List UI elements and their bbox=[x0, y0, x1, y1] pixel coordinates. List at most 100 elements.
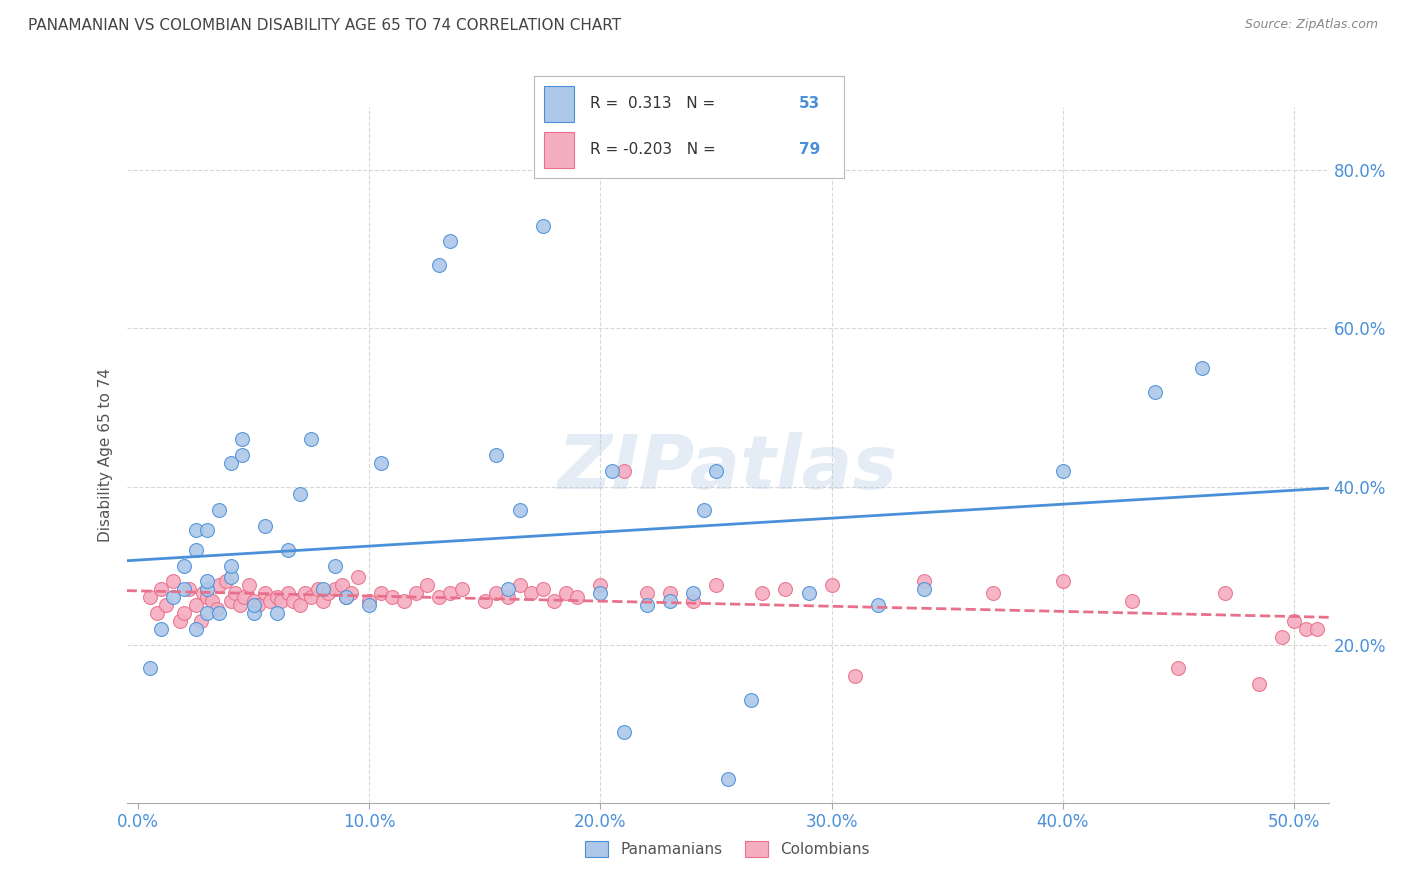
Point bbox=[485, 586, 508, 600]
Point bbox=[301, 591, 323, 605]
Point bbox=[775, 582, 797, 597]
Point bbox=[219, 594, 242, 608]
Point bbox=[600, 464, 623, 478]
Point bbox=[1282, 614, 1305, 628]
Point bbox=[150, 582, 173, 597]
Point bbox=[162, 591, 184, 605]
Point bbox=[381, 591, 404, 605]
Point bbox=[704, 464, 727, 478]
Point bbox=[281, 594, 304, 608]
Point bbox=[543, 594, 565, 608]
Point bbox=[197, 606, 219, 620]
Point bbox=[205, 602, 228, 616]
Point bbox=[229, 598, 252, 612]
Point bbox=[636, 598, 658, 612]
Point bbox=[169, 614, 191, 628]
Point bbox=[370, 456, 392, 470]
Text: Source: ZipAtlas.com: Source: ZipAtlas.com bbox=[1244, 18, 1378, 31]
Point bbox=[215, 574, 238, 589]
Point bbox=[509, 503, 531, 517]
Point bbox=[636, 586, 658, 600]
Point bbox=[1167, 661, 1189, 675]
Point bbox=[912, 574, 935, 589]
Point bbox=[1052, 574, 1074, 589]
Point bbox=[335, 591, 357, 605]
Point bbox=[242, 606, 264, 620]
Point bbox=[312, 582, 335, 597]
Point bbox=[277, 586, 299, 600]
Point bbox=[201, 594, 224, 608]
Point bbox=[339, 586, 361, 600]
Point bbox=[254, 519, 277, 533]
Point bbox=[496, 591, 519, 605]
Point bbox=[531, 219, 554, 233]
Point bbox=[613, 464, 636, 478]
Point bbox=[242, 598, 264, 612]
Point bbox=[335, 591, 357, 605]
Point bbox=[704, 578, 727, 592]
Point bbox=[238, 578, 260, 592]
Point bbox=[509, 578, 531, 592]
Point bbox=[844, 669, 866, 683]
Point bbox=[197, 574, 219, 589]
Point bbox=[416, 578, 439, 592]
Point bbox=[693, 503, 716, 517]
Point bbox=[184, 622, 207, 636]
Point bbox=[197, 591, 219, 605]
Point bbox=[288, 487, 311, 501]
Point bbox=[405, 586, 427, 600]
Point bbox=[259, 594, 281, 608]
Point bbox=[208, 578, 231, 592]
Point bbox=[150, 622, 173, 636]
Point bbox=[427, 591, 450, 605]
Point bbox=[138, 661, 160, 675]
Point bbox=[912, 582, 935, 597]
Point bbox=[1306, 622, 1329, 636]
Point bbox=[740, 693, 762, 707]
Text: R =  0.313   N =: R = 0.313 N = bbox=[591, 96, 720, 111]
Text: PANAMANIAN VS COLOMBIAN DISABILITY AGE 65 TO 74 CORRELATION CHART: PANAMANIAN VS COLOMBIAN DISABILITY AGE 6… bbox=[28, 18, 621, 33]
Point bbox=[208, 503, 231, 517]
Point bbox=[427, 258, 450, 272]
Text: R = -0.203   N =: R = -0.203 N = bbox=[591, 142, 721, 157]
Point bbox=[316, 586, 339, 600]
Point bbox=[531, 582, 554, 597]
Point bbox=[682, 594, 704, 608]
Point bbox=[323, 558, 346, 573]
Point bbox=[155, 598, 177, 612]
Point bbox=[567, 591, 589, 605]
Point bbox=[184, 542, 207, 557]
Point bbox=[330, 578, 353, 592]
Point bbox=[224, 586, 246, 600]
Point bbox=[242, 594, 264, 608]
Point bbox=[312, 594, 335, 608]
Point bbox=[496, 582, 519, 597]
Point bbox=[301, 432, 323, 446]
Point bbox=[266, 591, 288, 605]
Point bbox=[184, 598, 207, 612]
Point bbox=[1191, 360, 1213, 375]
Point bbox=[197, 582, 219, 597]
Point bbox=[716, 772, 738, 786]
Point bbox=[307, 582, 329, 597]
Point bbox=[173, 582, 195, 597]
Point bbox=[589, 578, 612, 592]
Point bbox=[359, 594, 381, 608]
Point bbox=[191, 586, 214, 600]
Point bbox=[359, 598, 381, 612]
Point bbox=[1052, 464, 1074, 478]
Point bbox=[138, 591, 160, 605]
Point bbox=[323, 582, 346, 597]
Point bbox=[177, 582, 200, 597]
Point bbox=[682, 586, 704, 600]
Point bbox=[658, 586, 681, 600]
Point bbox=[520, 586, 543, 600]
Point bbox=[439, 235, 461, 249]
Point bbox=[231, 432, 253, 446]
Point bbox=[254, 586, 277, 600]
Point bbox=[219, 558, 242, 573]
Point bbox=[233, 591, 256, 605]
Point bbox=[1249, 677, 1271, 691]
Text: ZIPatlas: ZIPatlas bbox=[558, 433, 897, 506]
Point bbox=[197, 523, 219, 537]
